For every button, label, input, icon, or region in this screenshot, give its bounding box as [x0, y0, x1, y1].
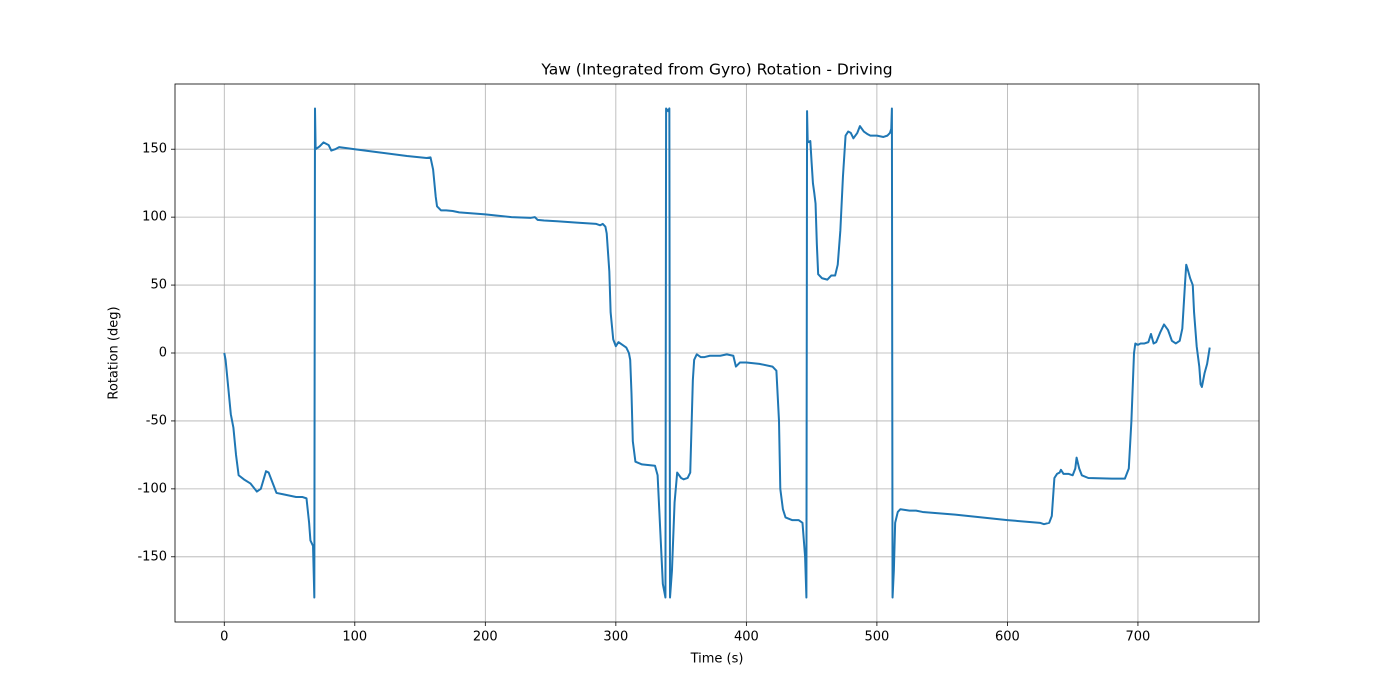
y-tick-label: 150: [142, 142, 167, 157]
y-tick-label: -150: [137, 549, 167, 564]
data-line: [223, 107, 1211, 599]
y-tick-label: 100: [142, 210, 167, 225]
x-tick-label: 300: [603, 630, 628, 645]
chart-title: Yaw (Integrated from Gyro) Rotation - Dr…: [540, 61, 892, 79]
x-tick-label: 200: [473, 630, 498, 645]
x-tick-label: 600: [995, 630, 1020, 645]
x-tick-label: 400: [734, 630, 759, 645]
y-tick-label: -50: [146, 413, 167, 428]
x-tick-label: 500: [864, 630, 889, 645]
x-axis-label: Time (s): [690, 652, 744, 667]
y-tick-label: -100: [137, 481, 167, 496]
y-tick-label: 0: [159, 346, 167, 361]
y-tick-label: 50: [150, 278, 167, 293]
x-tick-label: 100: [342, 630, 367, 645]
x-tick-label: 700: [1126, 630, 1151, 645]
x-tick-label: 0: [220, 630, 228, 645]
y-axis-label: Rotation (deg): [107, 306, 122, 399]
plot-frame: [174, 83, 1260, 623]
